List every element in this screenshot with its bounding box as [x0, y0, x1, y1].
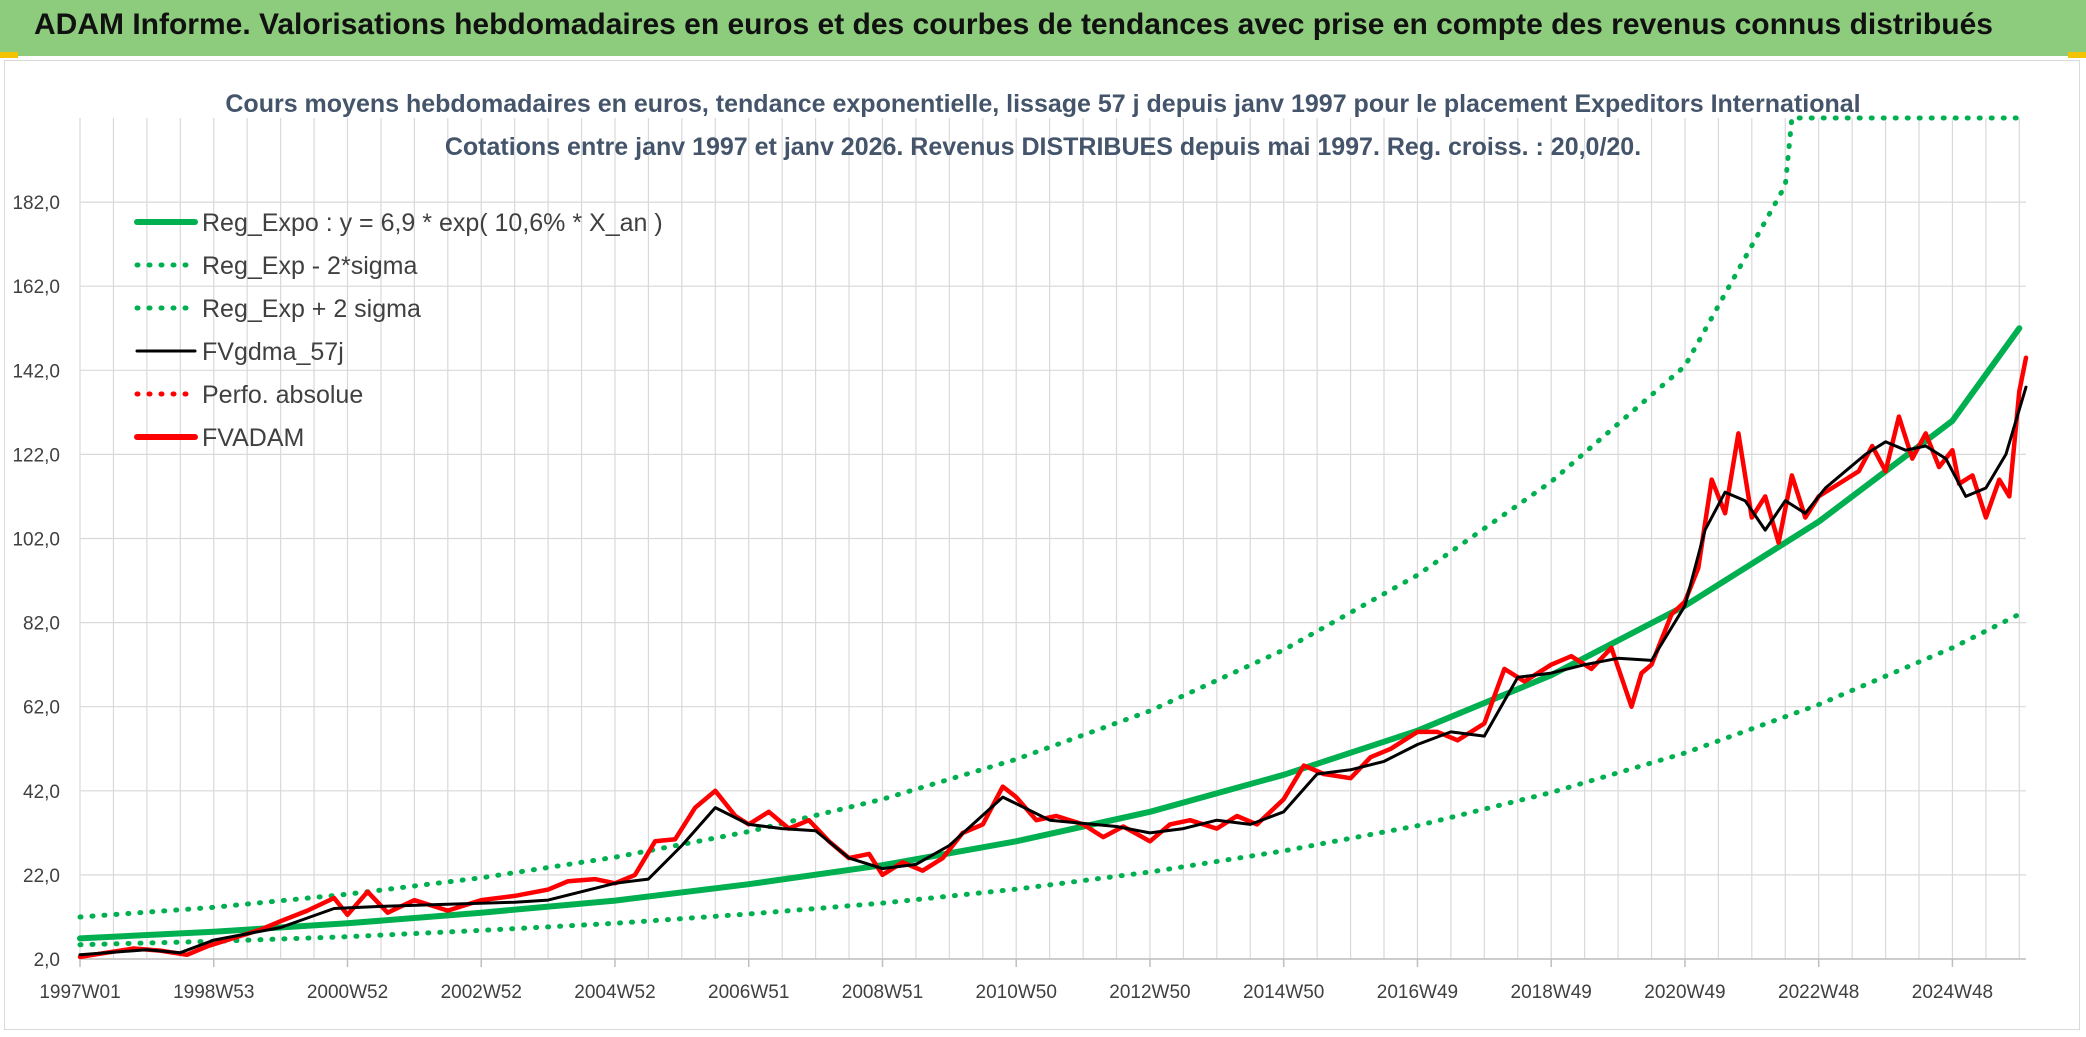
x-tick-label: 2014W50	[1243, 982, 1324, 1003]
y-tick-label: 62,0	[23, 698, 60, 719]
x-tick-label: 2018W49	[1511, 982, 1592, 1003]
x-tick-label: 2000W52	[307, 982, 388, 1003]
y-tick-label: 22,0	[23, 866, 60, 887]
y-tick-label: 42,0	[23, 782, 60, 803]
series-fvadam	[77, 355, 2029, 960]
y-tick-label: 162,0	[12, 277, 60, 298]
series-reg-exp-plus-2sigma	[77, 115, 2022, 920]
legend-perfo-absolue-label: Perfo. absolue	[202, 381, 363, 409]
chart-series	[77, 115, 2029, 960]
x-tick-label: 2002W52	[441, 982, 522, 1003]
y-tick-label: 82,0	[23, 614, 60, 635]
x-tick-label: 2022W48	[1778, 982, 1859, 1003]
chart-frame	[4, 60, 2080, 1030]
x-tick-label: 2024W48	[1912, 982, 1993, 1003]
x-tick-label: 2010W50	[976, 982, 1057, 1003]
y-tick-label: 122,0	[12, 445, 60, 466]
chart-subtitle: Cotations entre janv 1997 et janv 2026. …	[445, 133, 1641, 161]
x-tick-label: 1998W53	[173, 982, 254, 1003]
x-tick-label: 1997W01	[39, 982, 120, 1003]
x-tick-label: 2012W50	[1109, 982, 1190, 1003]
banner-corner-right	[2068, 52, 2086, 58]
series-reg-exp-minus-2sigma	[77, 611, 2022, 948]
x-tick-label: 2004W52	[574, 982, 655, 1003]
legend-reg-expo-label: Reg_Expo : y = 6,9 * exp( 10,6% * X_an )	[202, 209, 663, 237]
report-banner: ADAM Informe. Valorisations hebdomadaire…	[0, 0, 2086, 56]
y-tick-label: 2,0	[34, 950, 60, 971]
x-tick-label: 2008W51	[842, 982, 923, 1003]
legend-fvadam-label: FVADAM	[202, 424, 304, 452]
series-fvgdma-57j	[78, 385, 2028, 957]
y-tick-label: 102,0	[12, 530, 60, 551]
report-banner-title: ADAM Informe. Valorisations hebdomadaire…	[34, 8, 1993, 41]
x-tick-label: 2020W49	[1644, 982, 1725, 1003]
banner-corner-left	[0, 52, 18, 58]
y-tick-label: 182,0	[12, 193, 60, 214]
x-tick-label: 2016W49	[1377, 982, 1458, 1003]
legend-reg-exp-minus-2sigma-label: Reg_Exp - 2*sigma	[202, 252, 417, 280]
chart-axes: 182,0 162,0 142,0 122,0 102,0 82,0 62,0 42,0 22,…	[12, 193, 2026, 1003]
chart-legend: Reg_Expo : y = 6,9 * exp( 10,6% * X_an )…	[134, 209, 663, 452]
x-tick-label: 2006W51	[708, 982, 789, 1003]
legend-reg-exp-plus-2sigma-label: Reg_Exp + 2 sigma	[202, 295, 421, 323]
chart-title: Cours moyens hebdomadaires en euros, ten…	[225, 90, 1860, 118]
y-tick-label: 142,0	[12, 361, 60, 382]
legend-fvgdma-57j-label: FVgdma_57j	[202, 338, 344, 366]
